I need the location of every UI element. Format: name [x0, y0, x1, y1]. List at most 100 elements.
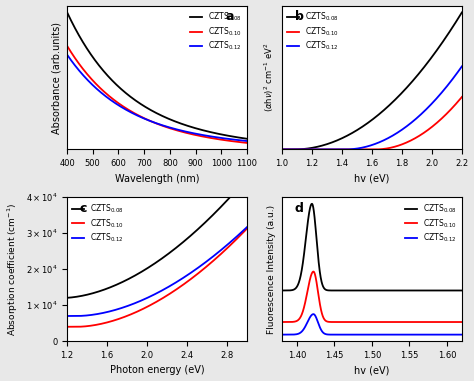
CZTS$_{0.12}$ [403, 332, 409, 337]
CZTS$_{0.12}$ [64, 52, 70, 57]
CZTS$_{0.08}$ [459, 10, 465, 15]
CZTS$_{0.10}$ [150, 302, 155, 306]
CZTS$_{0.10}$ [310, 269, 316, 274]
CZTS$_{0.08}$ [403, 288, 409, 293]
Legend: CZTS$_{0.08}$, CZTS$_{0.10}$, CZTS$_{0.12}$: CZTS$_{0.08}$, CZTS$_{0.10}$, CZTS$_{0.1… [189, 10, 243, 54]
CZTS$_{0.12}$ [171, 281, 177, 286]
CZTS$_{0.08}$ [348, 288, 354, 293]
CZTS$_{0.08}$ [459, 288, 465, 293]
CZTS$_{0.10}$ [420, 320, 426, 324]
Text: c: c [80, 202, 87, 215]
CZTS$_{0.10}$ [244, 141, 250, 145]
CZTS$_{0.12}$ [150, 120, 155, 124]
CZTS$_{0.12}$ [352, 332, 358, 337]
CZTS$_{0.12}$ [244, 139, 250, 143]
CZTS$_{0.12}$ [459, 64, 465, 69]
Y-axis label: Fluorescence Intensity (a.u.): Fluorescence Intensity (a.u.) [267, 205, 276, 334]
Line: CZTS$_{0.12}$: CZTS$_{0.12}$ [67, 54, 247, 141]
CZTS$_{0.10}$ [240, 140, 246, 145]
CZTS$_{0.10}$ [352, 320, 358, 324]
Legend: CZTS$_{0.08}$, CZTS$_{0.10}$, CZTS$_{0.12}$: CZTS$_{0.08}$, CZTS$_{0.10}$, CZTS$_{0.1… [286, 10, 340, 54]
CZTS$_{0.08}$ [171, 119, 177, 123]
Y-axis label: ($\alpha$h$\nu$)$^{2}$ cm$^{-1}$ eV$^{2}$: ($\alpha$h$\nu$)$^{2}$ cm$^{-1}$ eV$^{2}… [263, 43, 276, 112]
Line: CZTS$_{0.10}$: CZTS$_{0.10}$ [67, 46, 247, 143]
CZTS$_{0.08}$ [279, 147, 285, 152]
CZTS$_{0.08}$ [151, 109, 156, 114]
CZTS$_{0.10}$ [386, 146, 392, 150]
CZTS$_{0.12}$ [64, 314, 70, 318]
Y-axis label: Absorption coefficient (cm$^{-1}$): Absorption coefficient (cm$^{-1}$) [6, 203, 20, 336]
X-axis label: hv (eV): hv (eV) [354, 365, 390, 375]
CZTS$_{0.10}$ [171, 289, 177, 293]
CZTS$_{0.10}$ [240, 231, 246, 235]
Line: CZTS$_{0.10}$: CZTS$_{0.10}$ [67, 229, 247, 327]
CZTS$_{0.12}$ [162, 287, 167, 291]
Text: a: a [226, 10, 234, 23]
CZTS$_{0.10}$ [298, 315, 303, 320]
CZTS$_{0.12}$ [244, 225, 250, 229]
CZTS$_{0.10}$ [459, 320, 465, 324]
CZTS$_{0.12}$ [358, 332, 364, 337]
CZTS$_{0.12}$ [459, 332, 465, 337]
CZTS$_{0.12}$ [279, 332, 285, 337]
CZTS$_{0.12}$ [310, 312, 316, 317]
CZTS$_{0.10}$ [279, 320, 285, 324]
CZTS$_{0.12}$ [423, 332, 428, 337]
CZTS$_{0.10}$ [64, 325, 70, 329]
Y-axis label: Absorbance (arb.units): Absorbance (arb.units) [52, 21, 62, 133]
CZTS$_{0.10}$ [244, 226, 250, 231]
CZTS$_{0.10}$ [365, 147, 371, 152]
CZTS$_{0.10}$ [162, 124, 167, 129]
Line: CZTS$_{0.10}$: CZTS$_{0.10}$ [282, 97, 462, 149]
CZTS$_{0.08}$ [365, 121, 370, 125]
CZTS$_{0.08}$ [376, 112, 382, 116]
CZTS$_{0.10}$ [212, 136, 218, 141]
CZTS$_{0.10}$ [151, 120, 156, 125]
CZTS$_{0.08}$ [171, 247, 177, 252]
Line: CZTS$_{0.08}$: CZTS$_{0.08}$ [282, 204, 462, 290]
Line: CZTS$_{0.12}$: CZTS$_{0.12}$ [67, 227, 247, 316]
CZTS$_{0.10}$ [455, 100, 460, 104]
CZTS$_{0.10}$ [359, 320, 365, 324]
CZTS$_{0.08}$ [64, 296, 70, 300]
Line: CZTS$_{0.08}$: CZTS$_{0.08}$ [67, 12, 247, 139]
CZTS$_{0.08}$ [298, 275, 303, 280]
Text: b: b [294, 10, 303, 23]
CZTS$_{0.10}$ [365, 147, 370, 152]
CZTS$_{0.12}$ [427, 104, 432, 108]
CZTS$_{0.08}$ [212, 131, 218, 135]
CZTS$_{0.12}$ [151, 293, 156, 297]
CZTS$_{0.08}$ [423, 288, 428, 293]
CZTS$_{0.10}$ [64, 43, 70, 48]
CZTS$_{0.10}$ [150, 120, 155, 124]
Text: d: d [294, 202, 303, 215]
X-axis label: Wavelength (nm): Wavelength (nm) [115, 174, 199, 184]
CZTS$_{0.10}$ [212, 258, 218, 262]
CZTS$_{0.12}$ [298, 330, 303, 335]
CZTS$_{0.10}$ [162, 295, 167, 299]
CZTS$_{0.08}$ [240, 136, 246, 141]
CZTS$_{0.10}$ [423, 320, 428, 324]
CZTS$_{0.12}$ [151, 120, 156, 125]
Line: CZTS$_{0.08}$: CZTS$_{0.08}$ [67, 178, 247, 298]
CZTS$_{0.12}$ [455, 70, 460, 75]
CZTS$_{0.08}$ [150, 109, 155, 113]
Legend: CZTS$_{0.08}$, CZTS$_{0.10}$, CZTS$_{0.12}$: CZTS$_{0.08}$, CZTS$_{0.10}$, CZTS$_{0.1… [71, 201, 125, 245]
CZTS$_{0.08}$ [279, 288, 285, 293]
CZTS$_{0.10}$ [279, 147, 285, 152]
CZTS$_{0.12}$ [162, 123, 167, 128]
CZTS$_{0.12}$ [240, 138, 246, 143]
CZTS$_{0.08}$ [240, 181, 246, 186]
CZTS$_{0.08}$ [427, 58, 432, 62]
CZTS$_{0.10}$ [376, 147, 382, 152]
CZTS$_{0.10}$ [403, 320, 409, 324]
CZTS$_{0.08}$ [150, 263, 155, 267]
CZTS$_{0.08}$ [386, 103, 392, 108]
Line: CZTS$_{0.12}$: CZTS$_{0.12}$ [282, 66, 462, 149]
CZTS$_{0.12}$ [419, 332, 425, 337]
CZTS$_{0.12}$ [386, 135, 392, 140]
CZTS$_{0.12}$ [150, 293, 155, 298]
CZTS$_{0.10}$ [459, 94, 465, 99]
Line: CZTS$_{0.08}$: CZTS$_{0.08}$ [282, 13, 462, 149]
CZTS$_{0.10}$ [171, 127, 177, 132]
